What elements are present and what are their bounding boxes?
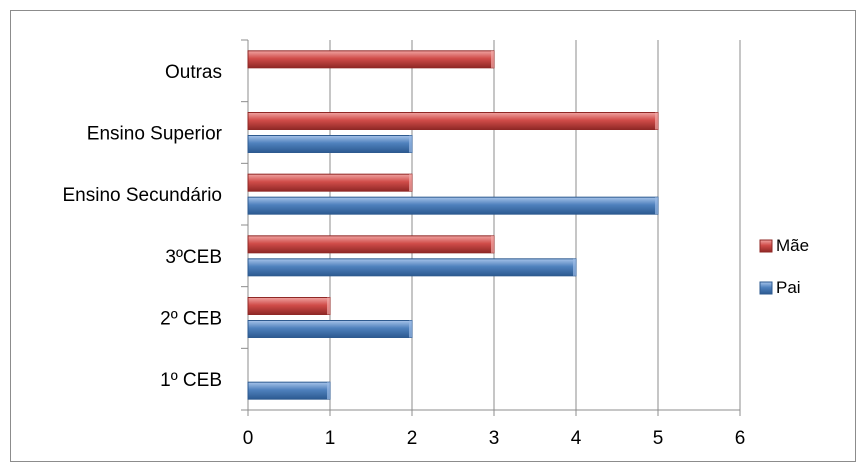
bar-pai-ensino-superior bbox=[247, 135, 413, 153]
bar-end-cap bbox=[573, 258, 576, 276]
bar-end-cap bbox=[327, 297, 330, 315]
x-tick-label: 2 bbox=[407, 428, 418, 449]
bar-end-cap bbox=[491, 50, 494, 68]
bar-end-cap bbox=[655, 197, 658, 215]
category-label-ensino-superior: Ensino Superior bbox=[87, 124, 223, 145]
bar-end-cap bbox=[491, 235, 494, 253]
bar-end-cap bbox=[655, 112, 658, 130]
legend-swatch-mae bbox=[759, 239, 773, 253]
x-tick-label: 1 bbox=[325, 428, 336, 449]
category-label-1-ceb: 1º CEB bbox=[160, 370, 222, 391]
bar-pai-ensino-secundario bbox=[247, 196, 659, 215]
bar-pai-2-ceb bbox=[247, 320, 413, 338]
bar-pai-3-ceb bbox=[247, 258, 577, 277]
bar-mae-outras bbox=[247, 50, 495, 69]
axis-layer bbox=[241, 39, 741, 416]
category-label-2-ceb: 2º CEB bbox=[160, 309, 222, 330]
bar-end-cap bbox=[327, 382, 330, 400]
legend: Mãe Pai bbox=[759, 236, 809, 297]
bar-mae-ensino-secundario bbox=[247, 173, 413, 192]
x-tick-label: 4 bbox=[571, 428, 582, 449]
legend-label-mae: Mãe bbox=[776, 236, 809, 255]
bar-end-cap bbox=[409, 320, 412, 338]
x-tick-label: 0 bbox=[243, 428, 254, 449]
bars-layer bbox=[247, 50, 659, 400]
bar-mae-2-ceb bbox=[247, 297, 331, 315]
category-label-outras: Outras bbox=[165, 62, 222, 83]
x-tick-label: 3 bbox=[489, 428, 500, 449]
x-tick-label: 5 bbox=[653, 428, 664, 449]
category-label-ensino-secundario: Ensino Secundário bbox=[63, 185, 223, 206]
bar-end-cap bbox=[409, 135, 412, 153]
bar-pai-1-ceb bbox=[247, 381, 331, 400]
labels-layer: 0 1 2 3 4 5 6 1º CEB 2º CEB 3ºCEB Ensino Secundári… bbox=[63, 62, 746, 449]
bar-end-cap bbox=[409, 174, 412, 192]
legend-swatch-pai bbox=[759, 281, 773, 295]
bar-mae-ensino-superior bbox=[247, 112, 659, 130]
x-tick-label: 6 bbox=[735, 428, 746, 449]
legend-label-pai: Pai bbox=[776, 278, 801, 297]
category-label-3-ceb: 3ºCEB bbox=[165, 247, 222, 268]
bar-mae-3-ceb bbox=[247, 235, 495, 254]
grid-layer bbox=[329, 40, 741, 410]
